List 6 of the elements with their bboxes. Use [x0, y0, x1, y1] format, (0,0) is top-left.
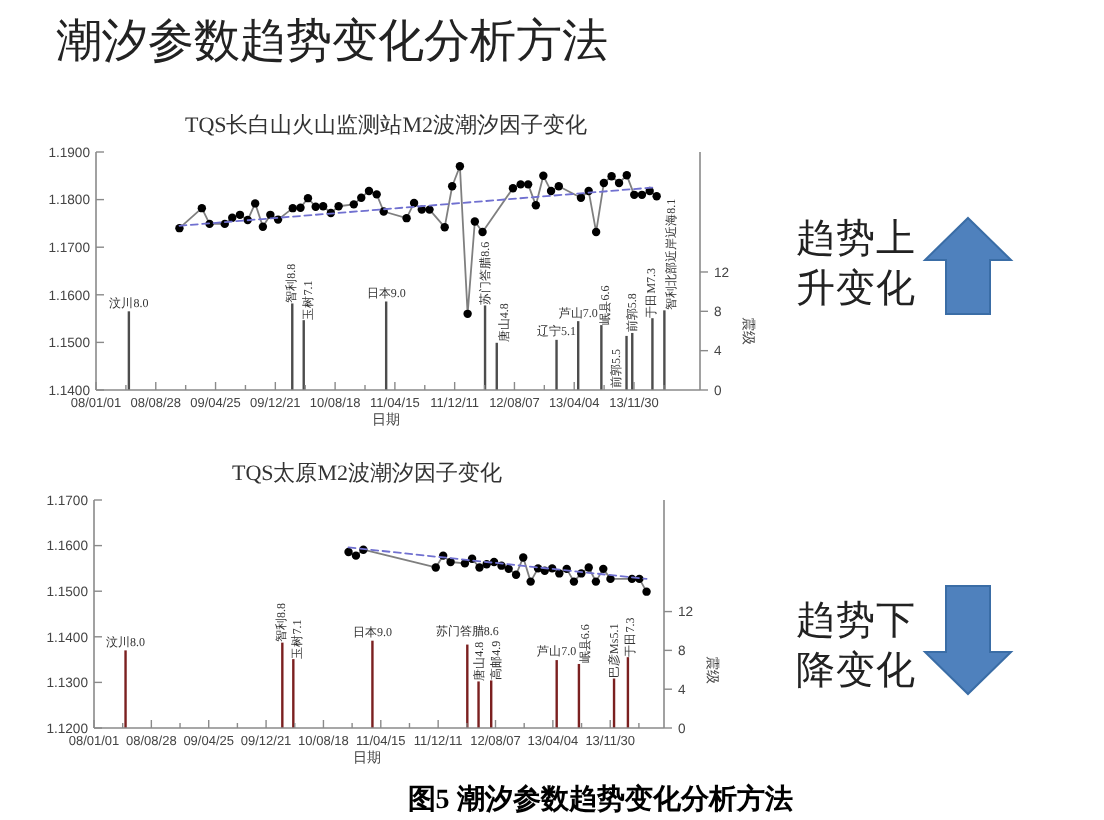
caption: 图5 潮汐参数趋势变化分析方法 [407, 786, 793, 816]
chart-title: TQS太原M2波潮汐因子变化 [231, 462, 503, 486]
chart-title: TQS长白山火山监测站M2波潮汐因子变化 [184, 114, 588, 138]
annotation: 趋势上升变化 [796, 219, 916, 311]
title: 潮汐参数趋势变化分析方法 [56, 16, 608, 66]
annotation: 趋势下降变化 [796, 601, 916, 693]
